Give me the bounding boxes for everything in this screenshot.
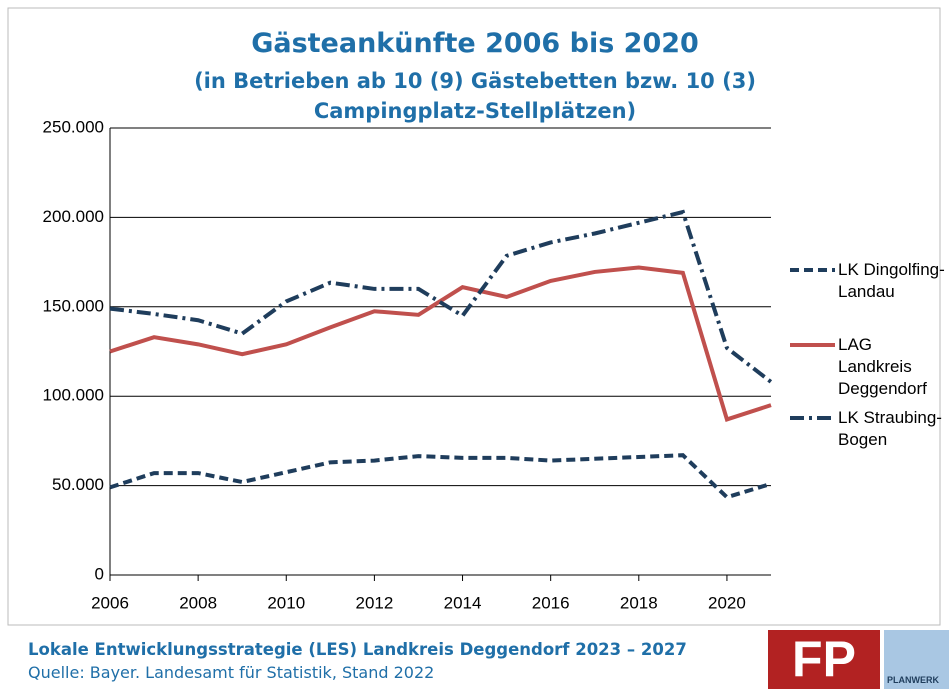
y-tick-label: 50.000 — [52, 475, 104, 494]
y-tick-label: 0 — [95, 564, 104, 583]
x-tick-label: 2012 — [355, 593, 393, 612]
legend-label: LK Straubing-Bogen — [838, 408, 942, 449]
x-tick-label: 2010 — [267, 593, 305, 612]
legend-label: LK Dingolfing-Landau — [838, 260, 945, 301]
logo: PLANWERK — [884, 630, 949, 689]
y-tick-label: 250.000 — [43, 117, 104, 136]
series-line — [109, 209, 773, 384]
x-tick-label: 2006 — [91, 593, 129, 612]
footer-source: Quelle: Bayer. Landesamt für Statistik, … — [28, 663, 435, 682]
legend-label: LAG Landkreis Deggendorf — [838, 335, 927, 398]
chart-subtitle: (in Betrieben ab 10 (9) Gästebetten bzw.… — [194, 69, 756, 123]
logo-mark: FP — [768, 630, 880, 689]
series-line — [109, 453, 772, 500]
x-tick-label: 2014 — [444, 593, 482, 612]
logo-text: PLANWERK — [887, 675, 939, 685]
y-tick-label: 150.000 — [43, 296, 104, 315]
chart-title: Gästeankünfte 2006 bis 2020 — [251, 28, 699, 59]
y-tick-label: 200.000 — [43, 207, 104, 226]
x-tick-label: 2016 — [532, 593, 570, 612]
x-tick-label: 2020 — [708, 593, 746, 612]
y-tick-label: 100.000 — [43, 386, 104, 405]
frame — [7, 7, 941, 626]
footer-text: Lokale Entwicklungsstrategie (LES) Landk… — [28, 640, 687, 659]
x-tick-label: 2008 — [179, 593, 217, 612]
x-tick-label: 2018 — [620, 593, 658, 612]
